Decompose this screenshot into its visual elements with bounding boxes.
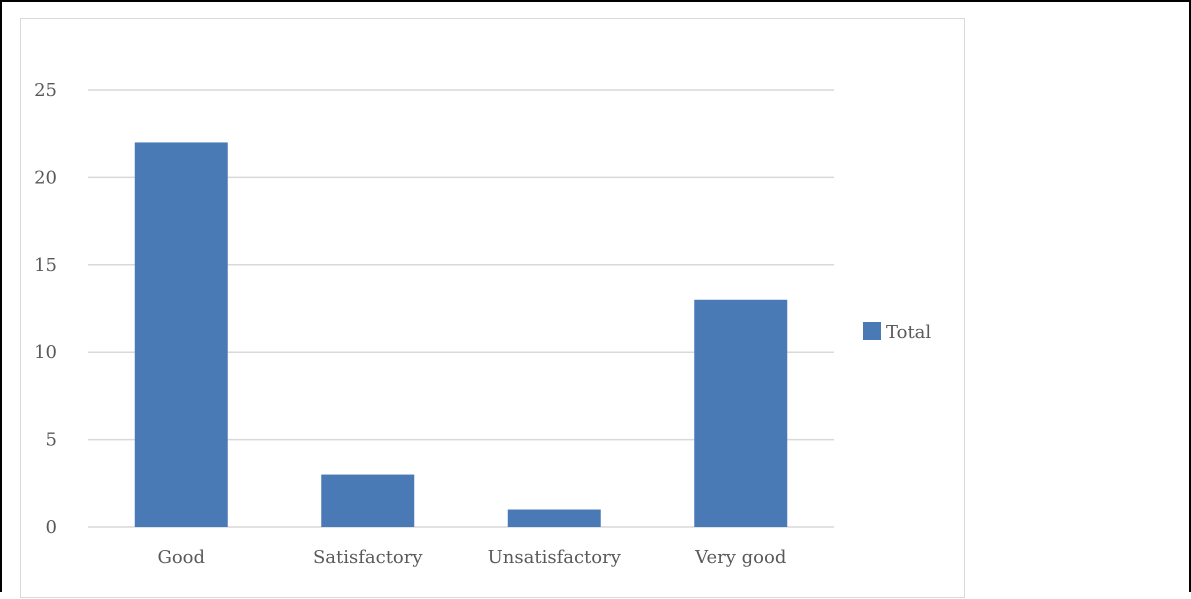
y-tick-label: 10: [34, 342, 57, 363]
legend: Total: [863, 322, 931, 343]
bar-very-good: [694, 299, 788, 527]
bar-good: [134, 142, 228, 527]
y-tick-label: 5: [46, 430, 57, 451]
chart-panel: 0 5 10 15 20 25 Good Satisfactory Unsatisfactor…: [20, 18, 965, 598]
bar-unsatisfactory: [507, 509, 601, 527]
y-tick-label: 15: [34, 255, 57, 276]
bar-satisfactory: [321, 474, 415, 527]
x-category-label: Unsatisfactory: [488, 547, 622, 568]
bar-chart: 0 5 10 15 20 25 Good Satisfactory Unsatisfactor…: [34, 80, 931, 568]
x-category-label: Very good: [694, 547, 786, 568]
y-axis-tick-labels: 0 5 10 15 20 25: [34, 80, 57, 538]
x-axis-category-labels: Good Satisfactory Unsatisfactory Very good: [157, 547, 786, 568]
legend-label-total: Total: [886, 322, 931, 343]
x-category-label: Good: [157, 547, 205, 568]
legend-swatch-total: [863, 322, 881, 340]
y-tick-label: 0: [46, 517, 57, 538]
x-category-label: Satisfactory: [313, 547, 423, 568]
y-tick-label: 25: [34, 80, 57, 101]
bars: [134, 142, 788, 527]
y-tick-label: 20: [34, 167, 57, 188]
